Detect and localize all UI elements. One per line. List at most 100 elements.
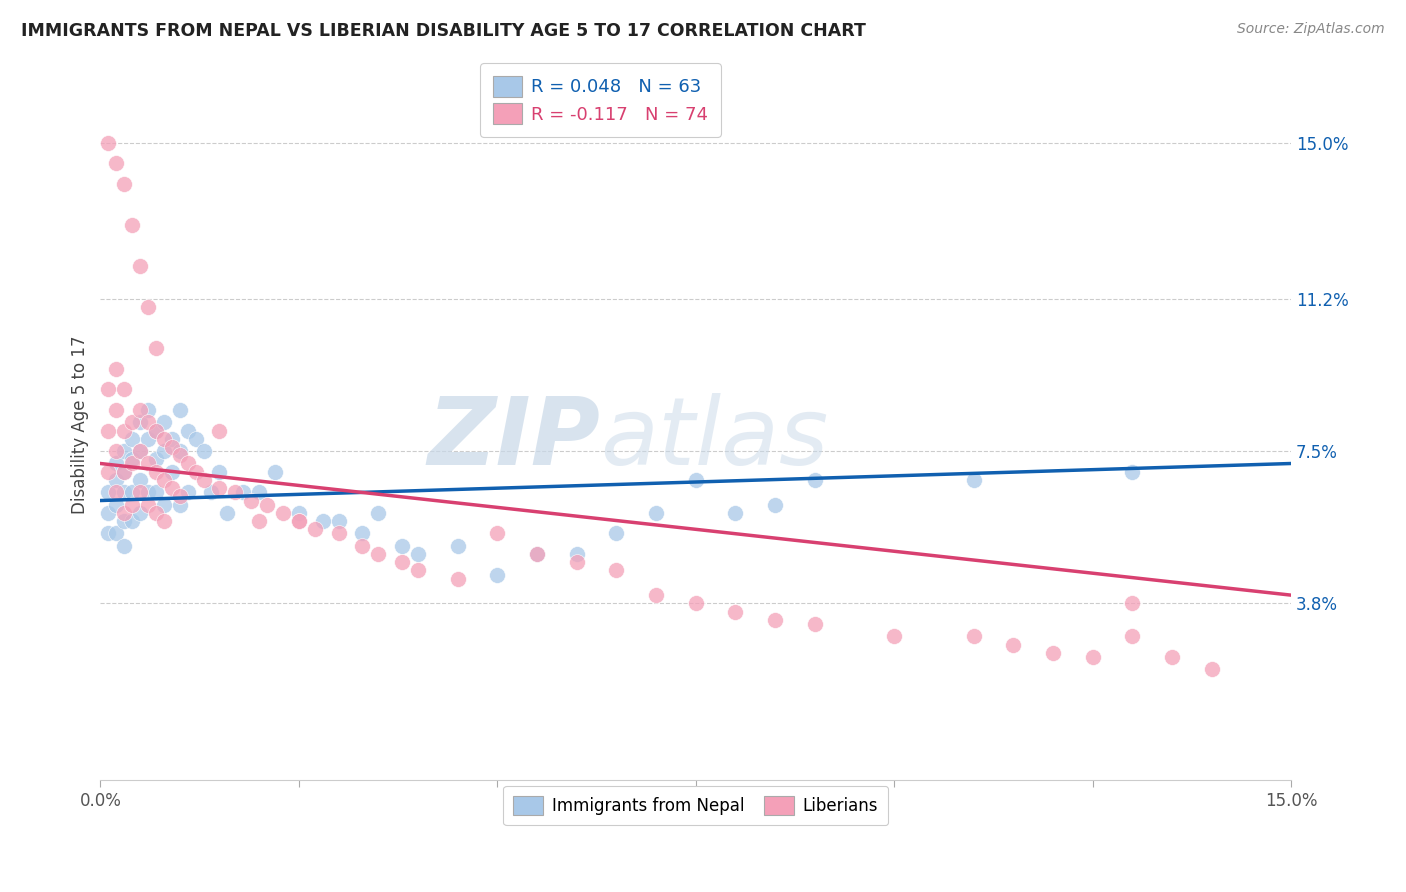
Point: [176, 485, 198, 500]
Text: atlas: atlas: [600, 393, 828, 484]
Point: [112, 424, 135, 438]
Point: [605, 564, 627, 578]
Point: [112, 465, 135, 479]
Point: [97, 383, 120, 397]
Point: [645, 588, 668, 602]
Point: [232, 485, 254, 500]
Point: [112, 539, 135, 553]
Point: [256, 498, 278, 512]
Point: [112, 444, 135, 458]
Point: [200, 485, 222, 500]
Point: [145, 485, 167, 500]
Point: [1121, 465, 1143, 479]
Point: [112, 506, 135, 520]
Point: [645, 506, 668, 520]
Point: [565, 547, 588, 561]
Point: [208, 424, 231, 438]
Point: [1161, 649, 1184, 664]
Point: [121, 432, 143, 446]
Point: [97, 526, 120, 541]
Point: [526, 547, 548, 561]
Point: [105, 485, 128, 500]
Legend: Immigrants from Nepal, Liberians: Immigrants from Nepal, Liberians: [503, 786, 889, 825]
Point: [129, 403, 152, 417]
Point: [136, 457, 159, 471]
Point: [97, 465, 120, 479]
Point: [153, 498, 176, 512]
Point: [121, 457, 143, 471]
Point: [121, 415, 143, 429]
Point: [605, 526, 627, 541]
Point: [105, 403, 128, 417]
Point: [406, 564, 429, 578]
Point: [97, 424, 120, 438]
Point: [153, 473, 176, 487]
Point: [136, 403, 159, 417]
Point: [176, 457, 198, 471]
Point: [565, 555, 588, 569]
Point: [763, 613, 786, 627]
Point: [136, 498, 159, 512]
Point: [105, 362, 128, 376]
Point: [105, 526, 128, 541]
Point: [763, 498, 786, 512]
Point: [526, 547, 548, 561]
Point: [145, 424, 167, 438]
Point: [169, 444, 191, 458]
Point: [105, 156, 128, 170]
Point: [129, 485, 152, 500]
Point: [486, 526, 509, 541]
Point: [367, 547, 389, 561]
Point: [352, 526, 374, 541]
Point: [288, 506, 311, 520]
Point: [328, 514, 350, 528]
Point: [136, 300, 159, 314]
Point: [271, 506, 294, 520]
Point: [169, 403, 191, 417]
Point: [97, 506, 120, 520]
Point: [406, 547, 429, 561]
Point: [129, 473, 152, 487]
Point: [184, 432, 207, 446]
Point: [121, 514, 143, 528]
Point: [153, 514, 176, 528]
Point: [105, 444, 128, 458]
Point: [486, 567, 509, 582]
Point: [145, 506, 167, 520]
Point: [1081, 649, 1104, 664]
Point: [962, 629, 984, 643]
Point: [145, 465, 167, 479]
Point: [112, 383, 135, 397]
Point: [145, 452, 167, 467]
Point: [311, 514, 333, 528]
Text: IMMIGRANTS FROM NEPAL VS LIBERIAN DISABILITY AGE 5 TO 17 CORRELATION CHART: IMMIGRANTS FROM NEPAL VS LIBERIAN DISABI…: [21, 22, 866, 40]
Point: [304, 522, 326, 536]
Point: [160, 481, 183, 495]
Point: [1042, 646, 1064, 660]
Point: [962, 473, 984, 487]
Point: [160, 440, 183, 454]
Point: [288, 514, 311, 528]
Point: [97, 485, 120, 500]
Point: [1002, 638, 1025, 652]
Point: [160, 432, 183, 446]
Point: [145, 424, 167, 438]
Point: [804, 473, 827, 487]
Point: [193, 444, 215, 458]
Point: [112, 177, 135, 191]
Point: [391, 555, 413, 569]
Point: [169, 490, 191, 504]
Point: [153, 415, 176, 429]
Point: [136, 485, 159, 500]
Point: [328, 526, 350, 541]
Point: [153, 432, 176, 446]
Point: [160, 465, 183, 479]
Point: [247, 514, 270, 528]
Point: [121, 485, 143, 500]
Point: [184, 465, 207, 479]
Point: [391, 539, 413, 553]
Point: [136, 415, 159, 429]
Point: [105, 457, 128, 471]
Point: [685, 473, 707, 487]
Text: Source: ZipAtlas.com: Source: ZipAtlas.com: [1237, 22, 1385, 37]
